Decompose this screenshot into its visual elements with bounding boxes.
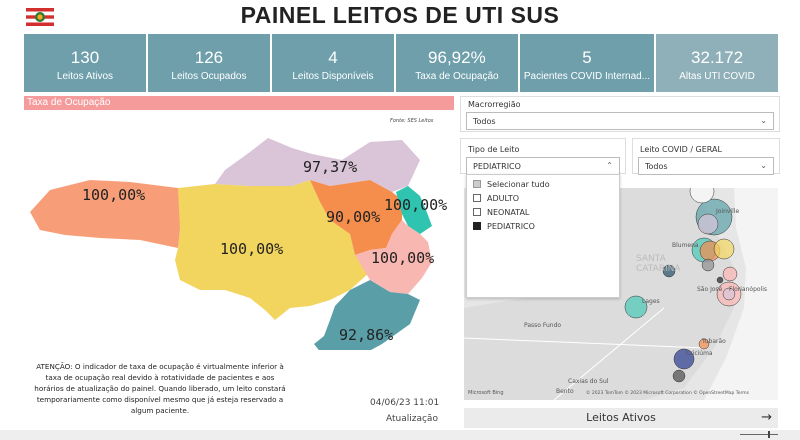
kpi-value: 96,92% xyxy=(428,48,486,67)
zoom-slider-handle[interactable] xyxy=(768,431,770,438)
button-label: Leitos Ativos xyxy=(586,411,656,424)
checkbox-icon xyxy=(473,208,481,216)
option-label: ADULTO xyxy=(487,193,520,203)
map-city-label: Lages xyxy=(642,298,660,305)
region-label: 100,00% xyxy=(82,186,145,204)
zoom-slider[interactable] xyxy=(740,434,778,435)
kpi-leitos-ocupados[interactable]: 126 Leitos Ocupados xyxy=(147,34,270,92)
option-label: NEONATAL xyxy=(487,207,530,217)
map-copyright: © 2023 TomTom © 2023 Microsoft Corporati… xyxy=(586,391,750,396)
option-label: Selecionar tudo xyxy=(487,179,550,189)
map-city-label: Florianópolis xyxy=(729,286,768,293)
kpi-label: Altas UTI COVID xyxy=(679,71,755,82)
region-oeste[interactable] xyxy=(30,180,182,248)
chevron-down-icon: ⌄ xyxy=(760,116,767,125)
tipo-dropdown-list: Selecionar tudo ADULTO NEONATAL PEDIATRI… xyxy=(466,174,620,298)
kpi-value: 32.172 xyxy=(691,48,744,67)
tipo-dropdown[interactable]: PEDIATRICO ⌃ xyxy=(466,157,620,175)
chevron-down-icon: ⌄ xyxy=(760,161,767,170)
region-vale[interactable] xyxy=(310,180,402,255)
region-label: 90,00% xyxy=(326,208,380,226)
map-city-label: Tubarão xyxy=(702,338,726,345)
kpi-value: 130 xyxy=(70,48,100,67)
region-label: 100,00% xyxy=(371,249,434,267)
kpi-leitos-ativos[interactable]: 130 Leitos Ativos xyxy=(24,34,146,92)
source-note: Fonte: SES Leitos xyxy=(390,118,434,124)
map-city-label: Bento xyxy=(556,388,574,395)
chevron-up-icon: ⌃ xyxy=(606,161,613,170)
kpi-label: Leitos Disponíveis xyxy=(292,71,374,82)
kpi-label: Leitos Ocupados xyxy=(171,71,247,82)
macro-dropdown[interactable]: Todos ⌄ xyxy=(466,112,774,130)
macro-value: Todos xyxy=(473,117,496,126)
tipo-value: PEDIATRICO xyxy=(473,162,521,171)
checkbox-icon xyxy=(473,222,481,230)
section-title: Taxa de Ocupação xyxy=(24,96,454,110)
covid-label: Leito COVID / GERAL xyxy=(640,145,722,154)
option-select-all[interactable]: Selecionar tudo xyxy=(467,177,619,191)
checkbox-icon xyxy=(473,180,481,188)
kpi-value: 126 xyxy=(194,48,224,67)
update-label: Atualização xyxy=(386,414,438,424)
covid-value: Todos xyxy=(645,162,668,171)
map-city-label: São José xyxy=(697,286,723,293)
region-grande-florianopolis[interactable] xyxy=(355,220,432,294)
region-meio-oeste[interactable] xyxy=(175,180,370,320)
bottom-bar xyxy=(0,430,800,440)
region-sul[interactable] xyxy=(314,280,420,350)
option-adulto[interactable]: ADULTO xyxy=(467,191,619,205)
kpi-value: 5 xyxy=(582,48,592,67)
kpi-pacientes-covid[interactable]: 5 Pacientes COVID Internad... xyxy=(519,34,655,92)
covid-dropdown[interactable]: Todos ⌄ xyxy=(638,157,774,175)
option-neonatal[interactable]: NEONATAL xyxy=(467,205,619,219)
update-date: 04/06/23 11:01 xyxy=(370,398,440,408)
map-city-label: Blumena xyxy=(672,242,699,249)
kpi-leitos-disponiveis[interactable]: 4 Leitos Disponíveis xyxy=(271,34,394,92)
map-city-label: Caxias do Sul xyxy=(568,378,609,385)
flag-icon xyxy=(26,8,54,26)
map-city-label: Passo Fundo xyxy=(524,322,562,329)
region-label: 92,86% xyxy=(339,326,393,344)
kpi-label: Leitos Ativos xyxy=(56,71,114,82)
leitos-ativos-button[interactable]: Leitos Ativos → xyxy=(464,408,778,428)
checkbox-icon xyxy=(473,194,481,202)
region-map: 100,00% 100,00% 97,37% 90,00% 100,00% 10… xyxy=(30,138,447,350)
arrow-right-icon: → xyxy=(761,410,772,425)
kpi-value: 4 xyxy=(328,48,338,67)
map-state-label: SANTA CATARINA xyxy=(636,254,681,274)
map-city-label: Criciúma xyxy=(686,350,713,357)
region-label: 100,00% xyxy=(384,196,447,214)
kpi-altas-covid[interactable]: 32.172 Altas UTI COVID xyxy=(656,34,779,92)
map-city-label: Joinville xyxy=(716,208,740,215)
kpi-row: 130 Leitos Ativos 126 Leitos Ocupados 4 … xyxy=(24,34,779,92)
tipo-label: Tipo de Leito xyxy=(468,145,520,154)
kpi-taxa-ocupacao[interactable]: 96,92% Taxa de Ocupação xyxy=(395,34,518,92)
region-label: 97,37% xyxy=(303,158,357,176)
kpi-label: Taxa de Ocupação xyxy=(415,71,499,82)
notice-text: ATENÇÃO: O indicador de taxa de ocupação… xyxy=(34,362,286,415)
region-label: 100,00% xyxy=(220,240,283,258)
option-label: PEDIATRICO xyxy=(487,221,535,231)
page-title: PAINEL LEITOS DE UTI SUS xyxy=(240,2,560,28)
kpi-label: Pacientes COVID Internad... xyxy=(523,71,651,82)
region-nordeste[interactable] xyxy=(396,186,432,234)
macro-label: Macrorregião xyxy=(468,100,521,109)
region-planalto-norte[interactable] xyxy=(215,138,420,192)
map-bing-logo: Microsoft Bing xyxy=(468,390,504,396)
option-pediatrico[interactable]: PEDIATRICO xyxy=(467,219,619,233)
